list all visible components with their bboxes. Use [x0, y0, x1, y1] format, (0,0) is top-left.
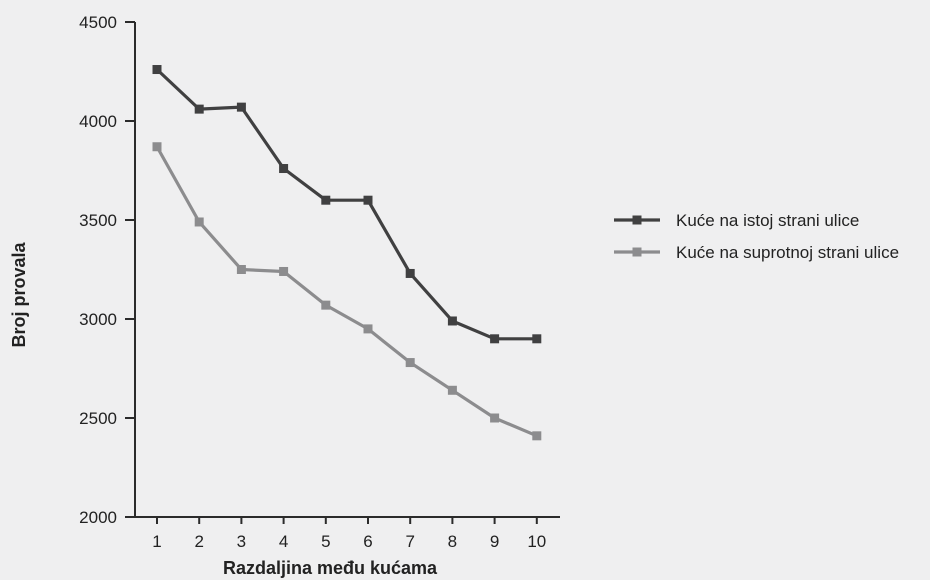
series-point — [279, 164, 289, 174]
legend-label: Kuće na istoj strani ulice — [676, 211, 859, 230]
y-tick-label: 2500 — [79, 409, 117, 428]
series-point — [447, 385, 457, 395]
x-axis-ticks: 1 2 3 4 5 6 7 8 9 10 — [152, 517, 546, 551]
legend-item: Kuće na istoj strani ulice — [614, 211, 859, 230]
series-point — [152, 65, 162, 75]
series-2 — [152, 142, 542, 441]
x-tick-label: 7 — [405, 532, 414, 551]
x-axis-title: Razdaljina među kućama — [223, 558, 438, 578]
series-point — [490, 413, 500, 423]
series-point — [532, 431, 542, 441]
series-point — [405, 358, 415, 368]
series-layer — [152, 65, 542, 441]
legend-label: Kuće na suprotnoj strani ulice — [676, 243, 899, 262]
series-point — [236, 102, 246, 112]
y-tick-label: 3000 — [79, 310, 117, 329]
x-tick-label: 5 — [321, 532, 330, 551]
y-tick-label: 4000 — [79, 112, 117, 131]
legend: Kuće na istoj strani ulice Kuće na suprot… — [614, 211, 899, 262]
x-tick-label: 9 — [490, 532, 499, 551]
series-line — [155, 145, 538, 438]
series-point — [363, 324, 373, 334]
series-point — [152, 142, 162, 152]
y-tick-label: 3500 — [79, 211, 117, 230]
series-point — [194, 104, 204, 114]
series-point — [490, 334, 500, 344]
legend-marker — [632, 215, 642, 225]
series-line — [155, 68, 537, 341]
y-tick-label: 4500 — [79, 13, 117, 32]
series-point — [321, 195, 331, 205]
series-point — [405, 268, 415, 278]
series-1 — [152, 65, 542, 344]
series-point — [321, 300, 331, 310]
x-tick-label: 3 — [237, 532, 246, 551]
x-tick-label: 10 — [527, 532, 546, 551]
series-point — [279, 266, 289, 276]
series-point — [363, 195, 373, 205]
series-point — [447, 316, 457, 326]
y-axis-ticks: 2000 2500 3000 3500 4000 4500 — [79, 13, 135, 527]
y-tick-label: 2000 — [79, 508, 117, 527]
axes — [134, 22, 560, 518]
legend-item: Kuće na suprotnoj strani ulice — [614, 243, 899, 262]
x-tick-label: 2 — [194, 532, 203, 551]
series-point — [194, 217, 204, 227]
series-point — [532, 334, 542, 344]
x-tick-label: 8 — [448, 532, 457, 551]
x-tick-label: 4 — [279, 532, 288, 551]
x-tick-label: 6 — [363, 532, 372, 551]
series-point — [236, 265, 246, 274]
y-axis-title: Broj provala — [9, 241, 29, 347]
legend-marker — [632, 247, 642, 257]
x-tick-label: 1 — [152, 532, 161, 551]
